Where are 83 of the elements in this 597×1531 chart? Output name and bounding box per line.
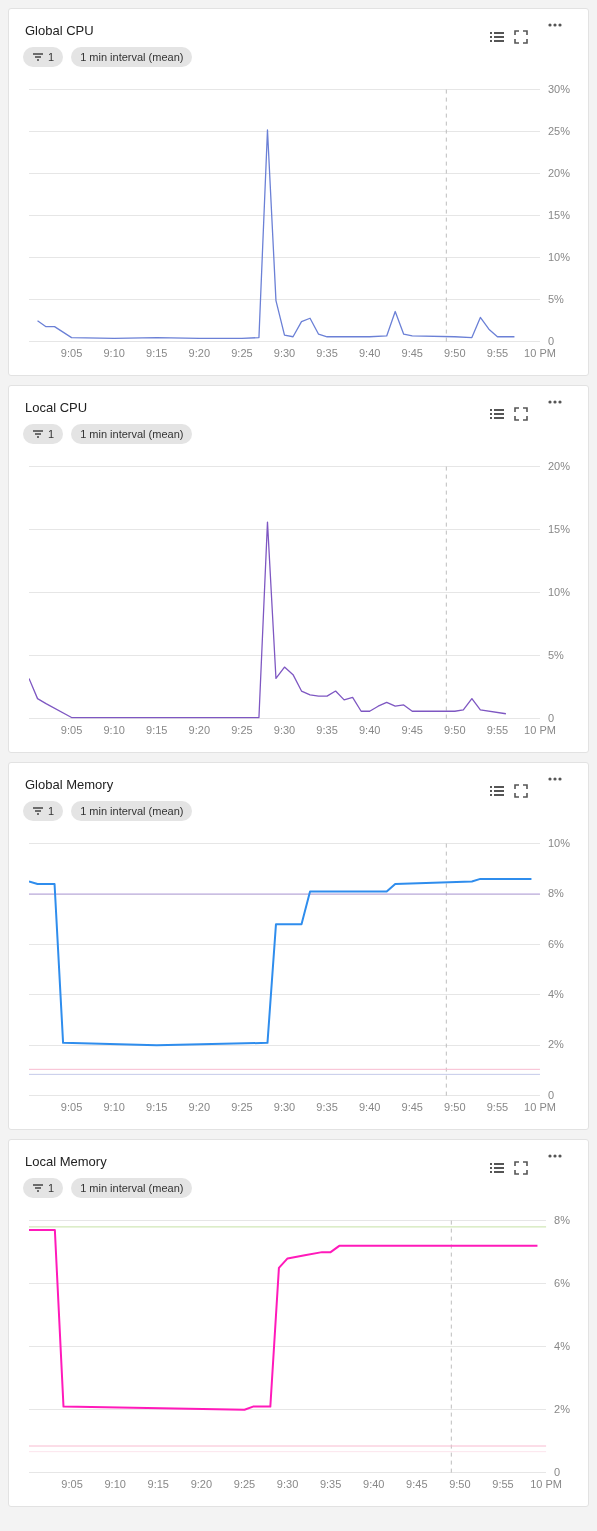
x-tick-label: 9:55	[486, 347, 509, 360]
x-tick-label: 9:50	[444, 1101, 466, 1114]
x-tick-label: 10 PM	[524, 1101, 556, 1114]
chart-title: Global CPU	[25, 23, 94, 38]
x-tick-label: 9:40	[363, 1478, 385, 1491]
y-tick-label: 25%	[547, 124, 571, 137]
x-tick-label: 9:55	[486, 724, 509, 737]
y-tick-label: 10%	[547, 585, 571, 598]
x-tick-label: 9:05	[60, 1101, 83, 1114]
x-tick-label: 9:40	[358, 347, 381, 360]
y-tick-label: 6%	[547, 937, 565, 950]
y-tick-label: 20%	[547, 459, 571, 472]
x-tick-label: 9:35	[316, 347, 338, 360]
x-tick-label: 9:15	[146, 724, 168, 737]
x-tick-label: 9:25	[231, 1101, 253, 1114]
y-tick-label: 6%	[554, 1276, 571, 1289]
y-tick-label: 5%	[547, 292, 565, 305]
x-tick-label: 9:35	[316, 724, 338, 737]
x-tick-label: 9:30	[273, 724, 296, 737]
x-tick-label: 9:30	[276, 1478, 299, 1491]
x-tick-label: 9:30	[273, 347, 296, 360]
text: 1	[48, 1182, 55, 1194]
x-tick-label: 9:35	[316, 1101, 338, 1114]
text: 1	[48, 51, 55, 63]
x-tick-label: 9:10	[103, 724, 125, 737]
x-tick-label: 10 PM	[524, 724, 556, 737]
y-tick-label: 8%	[554, 1213, 571, 1226]
chart-title: Local CPU	[25, 400, 88, 415]
chart-subtitle: 1 min interval (mean)	[71, 47, 193, 67]
x-tick-label: 9:55	[492, 1478, 514, 1491]
x-tick-label: 9:45	[406, 1478, 428, 1491]
y-tick-label: 4%	[554, 1339, 571, 1352]
x-tick-label: 9:25	[233, 1478, 256, 1491]
x-tick-label: 9:05	[60, 724, 83, 737]
x-tick-label: 9:10	[104, 1478, 126, 1491]
chart-title: Local Memory	[25, 1154, 107, 1169]
y-tick-label: 0	[547, 711, 555, 724]
y-tick-label: 20%	[547, 166, 571, 179]
x-tick-label: 9:25	[231, 724, 253, 737]
x-tick-label: 9:20	[188, 347, 211, 360]
y-tick-label: 2%	[554, 1402, 571, 1415]
x-tick-label: 9:50	[449, 1478, 471, 1491]
x-tick-label: 9:25	[231, 347, 253, 360]
chart-subtitle: 1 min interval (mean)	[71, 1178, 193, 1198]
x-tick-label: 9:45	[401, 724, 423, 737]
y-tick-label: 10%	[547, 836, 571, 849]
y-tick-label: 10%	[547, 250, 571, 263]
y-tick-label: 2%	[547, 1038, 565, 1051]
x-tick-label: 10 PM	[524, 347, 556, 360]
x-tick-label: 9:35	[319, 1478, 342, 1491]
text: 1	[48, 428, 55, 440]
x-tick-label: 9:20	[188, 724, 211, 737]
x-tick-label: 9:45	[401, 347, 423, 360]
y-tick-label: 0	[547, 1088, 555, 1101]
x-tick-label: 9:50	[444, 347, 466, 360]
x-tick-label: 9:15	[146, 347, 168, 360]
x-tick-label: 9:40	[358, 724, 381, 737]
x-tick-label: 9:30	[273, 1101, 296, 1114]
y-tick-label: 0	[547, 334, 555, 347]
chart-subtitle: 1 min interval (mean)	[71, 424, 193, 444]
x-tick-label: 10 PM	[530, 1478, 562, 1491]
chart-title: Global Memory	[25, 777, 114, 792]
y-tick-label: 8%	[547, 887, 565, 900]
x-tick-label: 9:15	[147, 1478, 169, 1491]
x-tick-label: 9:40	[358, 1101, 381, 1114]
text: 1	[48, 805, 55, 817]
y-tick-label: 15%	[547, 208, 571, 221]
chart-subtitle: 1 min interval (mean)	[71, 801, 193, 821]
x-tick-label: 9:50	[444, 724, 466, 737]
x-tick-label: 9:10	[103, 1101, 125, 1114]
x-tick-label: 9:10	[103, 347, 125, 360]
x-tick-label: 9:20	[190, 1478, 213, 1491]
y-tick-label: 5%	[547, 648, 565, 661]
x-tick-label: 9:55	[486, 1101, 509, 1114]
x-tick-label: 9:45	[401, 1101, 423, 1114]
y-tick-label: 15%	[547, 522, 571, 535]
x-tick-label: 9:20	[188, 1101, 211, 1114]
x-tick-label: 9:05	[60, 347, 83, 360]
y-tick-label: 0	[554, 1465, 561, 1478]
y-tick-label: 4%	[547, 987, 565, 1000]
x-tick-label: 9:15	[146, 1101, 168, 1114]
x-tick-label: 9:05	[61, 1478, 83, 1491]
y-tick-label: 30%	[547, 82, 571, 95]
